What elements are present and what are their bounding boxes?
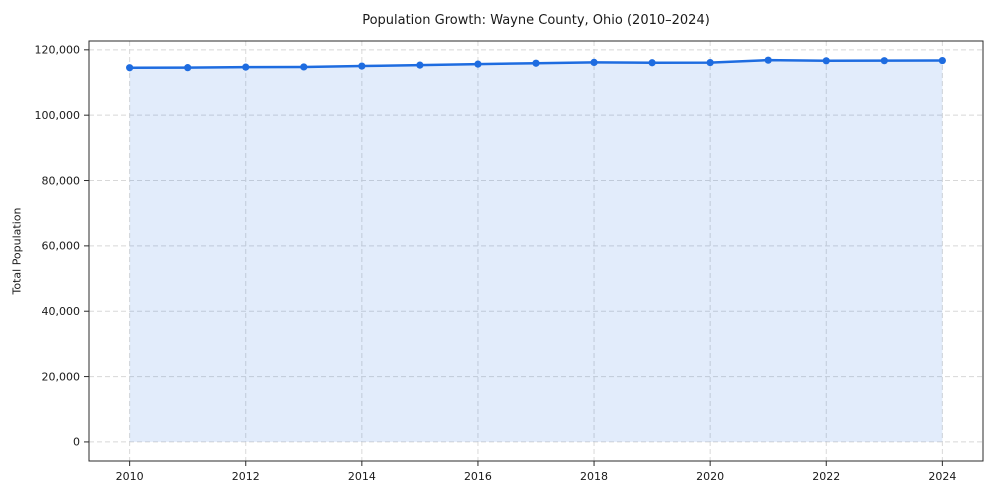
x-tick-label: 2014 — [348, 470, 376, 483]
data-point-marker — [474, 60, 482, 68]
axes-spines — [88, 40, 984, 462]
data-point-marker — [242, 63, 250, 71]
data-point-marker — [880, 57, 888, 65]
y-tick-label: 40,000 — [42, 305, 81, 318]
x-tick-label: 2010 — [116, 470, 144, 483]
x-tick-label: 2012 — [232, 470, 260, 483]
data-point-marker — [822, 57, 830, 65]
x-tick-label: 2022 — [812, 470, 840, 483]
data-point-marker — [358, 62, 366, 70]
y-tick-label: 100,000 — [35, 109, 81, 122]
data-point-marker — [300, 63, 308, 71]
y-tick-label: 20,000 — [42, 370, 81, 383]
chart-title: Population Growth: Wayne County, Ohio (2… — [362, 13, 710, 28]
y-tick-label: 60,000 — [42, 240, 81, 253]
data-point-marker — [126, 64, 134, 72]
x-tick-label: 2016 — [464, 470, 492, 483]
y-tick-label: 80,000 — [42, 174, 81, 187]
y-tick-label: 0 — [73, 436, 80, 449]
data-point-marker — [764, 56, 772, 64]
data-point-marker — [416, 61, 424, 69]
y-tick-label: 120,000 — [35, 44, 81, 57]
data-point-marker — [532, 59, 540, 67]
data-point-marker — [706, 58, 714, 67]
x-tick-label: 2024 — [928, 470, 956, 483]
x-tick-label: 2018 — [580, 470, 608, 483]
x-tick-label: 2020 — [696, 470, 724, 483]
series-area-fill — [129, 60, 943, 442]
data-point-marker — [184, 64, 192, 72]
data-point-marker — [590, 58, 598, 67]
data-point-marker — [648, 59, 656, 67]
data-point-marker — [938, 56, 946, 65]
